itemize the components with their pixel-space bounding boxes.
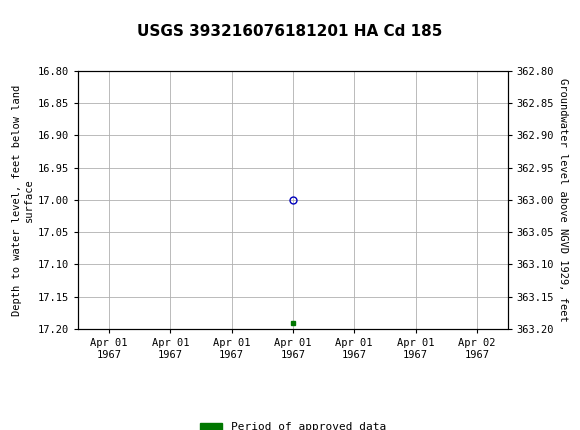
Y-axis label: Groundwater level above NGVD 1929, feet: Groundwater level above NGVD 1929, feet (558, 78, 568, 322)
Legend: Period of approved data: Period of approved data (195, 418, 390, 430)
Text: USGS 393216076181201 HA Cd 185: USGS 393216076181201 HA Cd 185 (137, 24, 443, 39)
Y-axis label: Depth to water level, feet below land
surface: Depth to water level, feet below land su… (12, 84, 34, 316)
Text: USGS: USGS (90, 12, 145, 29)
